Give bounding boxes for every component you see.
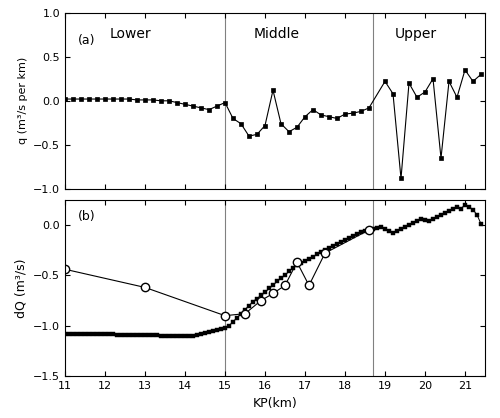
Y-axis label: dQ (m³/s): dQ (m³/s) [14, 258, 28, 318]
Text: Middle: Middle [254, 27, 300, 41]
X-axis label: KP(km): KP(km) [252, 397, 298, 410]
Y-axis label: q (m³/s per km): q (m³/s per km) [18, 57, 28, 145]
Text: Upper: Upper [394, 27, 437, 41]
Text: (a): (a) [78, 34, 95, 47]
Text: (b): (b) [78, 210, 95, 223]
Text: Lower: Lower [110, 27, 151, 41]
